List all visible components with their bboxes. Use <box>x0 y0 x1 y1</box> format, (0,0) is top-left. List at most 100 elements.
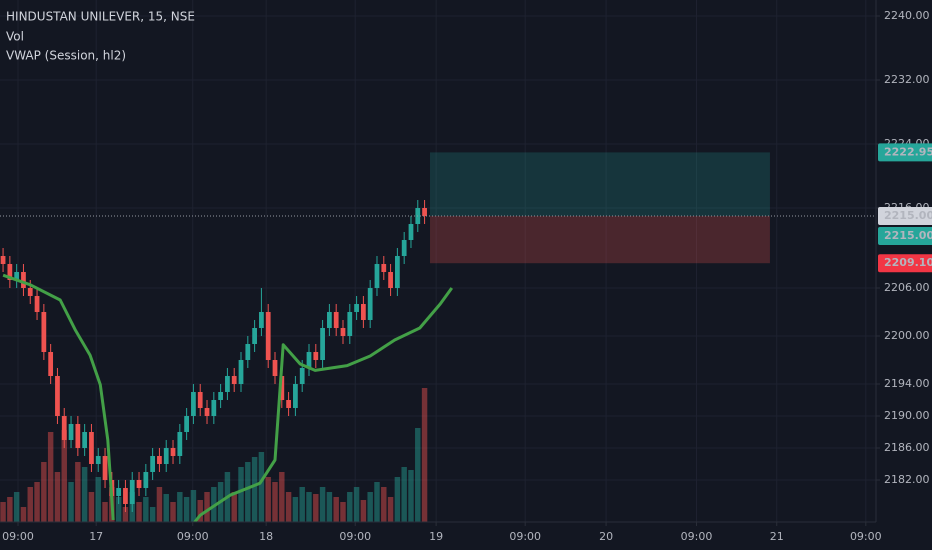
candle-body <box>55 376 60 416</box>
volume-bar <box>170 502 176 522</box>
volume-bar <box>408 470 414 522</box>
price-label-bg <box>878 254 932 273</box>
volume-bar <box>265 477 271 522</box>
candle-body <box>211 400 217 416</box>
volume-bar <box>306 492 312 522</box>
volume-bar <box>27 487 33 522</box>
candle-body <box>333 312 339 328</box>
volume-bar <box>7 497 13 522</box>
candle-body <box>68 424 74 440</box>
candle-body <box>150 456 156 472</box>
candle-body <box>27 288 33 296</box>
candle-body <box>21 272 26 288</box>
volume-bar <box>245 462 251 522</box>
volume-bar <box>387 497 394 522</box>
volume-bar <box>81 467 88 522</box>
vwap-line <box>2 273 454 522</box>
legend: HINDUSTAN UNILEVER, 15, NSE Vol VWAP (Se… <box>6 10 195 63</box>
candle-body <box>157 456 162 464</box>
x-tick-label: 21 <box>770 530 784 543</box>
volume-bar <box>367 492 373 522</box>
volume-bar <box>47 432 54 522</box>
y-tick-label: 2232.00 <box>884 73 930 86</box>
candle-body <box>252 328 257 344</box>
candle-body <box>265 312 271 360</box>
volume-bar <box>197 500 203 522</box>
volume-bar <box>231 492 237 522</box>
symbol-title: HINDUSTAN UNILEVER, 15, NSE <box>6 10 195 24</box>
candle-body <box>129 480 135 504</box>
y-tick-label: 2182.00 <box>884 473 930 486</box>
candle-body <box>272 360 278 376</box>
candle-body <box>14 272 20 280</box>
candle-body <box>95 456 101 464</box>
x-tick-label: 09:00 <box>339 530 371 543</box>
candle-body <box>374 264 380 288</box>
candle-body <box>41 312 47 352</box>
volume-bar <box>136 502 142 522</box>
candle-body <box>306 352 312 368</box>
y-tick-label: 2190.00 <box>884 409 930 422</box>
candle-body <box>279 376 285 400</box>
candle-body <box>354 304 359 312</box>
x-tick-label: 18 <box>259 530 273 543</box>
candle-body <box>102 456 108 480</box>
candle-body <box>313 352 319 360</box>
volume-bar <box>381 487 387 522</box>
candle-body <box>361 304 366 320</box>
volume-bar <box>258 452 265 522</box>
candle-body <box>401 240 407 256</box>
candle-body <box>197 392 203 408</box>
y-tick-label: 2186.00 <box>884 441 930 454</box>
volume-bar <box>326 492 333 522</box>
y-tick-label: 2240.00 <box>884 9 930 22</box>
candle-body <box>7 264 13 280</box>
price-label: 2215.00 <box>884 209 932 222</box>
x-tick-label: 09:00 <box>177 530 209 543</box>
candle-body <box>163 448 169 464</box>
candle-body <box>116 488 122 496</box>
candle-body <box>238 360 244 384</box>
volume-bar <box>143 497 149 522</box>
candle-body <box>34 296 40 312</box>
candle-body <box>136 480 142 488</box>
candle-body <box>286 400 291 408</box>
candle-body <box>225 376 230 392</box>
x-tick-label: 20 <box>599 530 613 543</box>
volume-bar <box>156 487 163 522</box>
volume-bar <box>88 492 95 522</box>
volume-bar <box>34 482 40 522</box>
volume-bar <box>394 477 401 522</box>
volume-bar <box>95 477 101 522</box>
plot-area <box>0 152 876 522</box>
price-label: 2215.00 <box>884 229 932 242</box>
x-tick-label: 09:00 <box>2 530 34 543</box>
price-label: 2222.95 <box>884 145 932 158</box>
volume-bar <box>190 490 197 522</box>
volume-bar <box>20 507 27 522</box>
volume-bar <box>13 492 20 522</box>
y-tick-label: 2200.00 <box>884 329 930 342</box>
vwap-legend: VWAP (Session, hl2) <box>6 49 126 63</box>
candle-body <box>422 208 427 216</box>
volume-bar <box>61 430 67 522</box>
candle-body <box>231 376 237 384</box>
candle-body <box>320 328 325 360</box>
volume-bar <box>401 467 407 522</box>
volume-bar <box>183 497 190 522</box>
volume-bar <box>353 487 360 522</box>
loss-zone <box>430 216 770 264</box>
volume-bar <box>122 507 129 522</box>
volume-bar <box>75 462 81 522</box>
volume-bar <box>41 462 47 522</box>
candle-body <box>327 312 332 328</box>
candle-body <box>170 448 176 456</box>
y-tick-label: 2206.00 <box>884 281 930 294</box>
candle-body <box>48 352 54 376</box>
y-tick-label: 2194.00 <box>884 377 930 390</box>
candle-body <box>388 272 393 288</box>
candle-body <box>191 392 196 416</box>
volume-bar <box>238 467 244 522</box>
candle-body <box>89 432 94 464</box>
